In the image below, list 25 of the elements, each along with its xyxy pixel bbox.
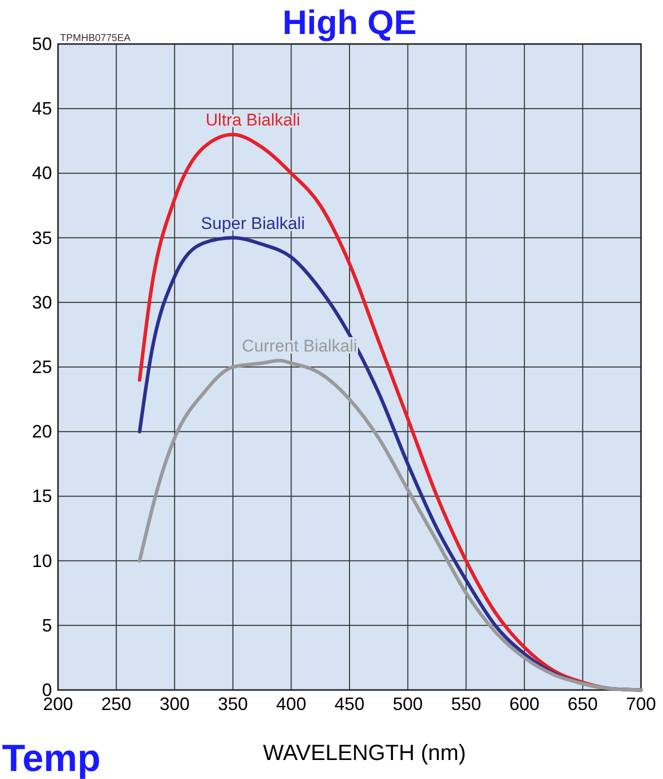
- x-tick-label: 350: [218, 694, 248, 714]
- y-tick-label: 45: [32, 98, 52, 119]
- annotation: TPMHB0775EA: [60, 33, 131, 44]
- y-tick-label: 10: [32, 550, 52, 571]
- text: Temp: [2, 738, 101, 779]
- y-tick-label: 25: [32, 357, 52, 377]
- y-tick-label: 5: [42, 615, 52, 636]
- x-tick-label: 500: [392, 694, 423, 714]
- x-tick-label: 650: [568, 694, 598, 714]
- x-tick-label: 400: [276, 694, 306, 714]
- x-axis-title: WAVELENGTH (nm): [263, 740, 466, 765]
- x-tick-label: 600: [509, 694, 540, 714]
- line-series: [138, 358, 643, 692]
- x-tick-label: 300: [160, 694, 190, 714]
- x-tick-label: 550: [451, 694, 482, 714]
- chart-title: High QE: [282, 4, 417, 42]
- y-tick-label: 15: [32, 486, 52, 506]
- y-tick-label: 50: [32, 34, 52, 54]
- y-tick-label: 40: [32, 163, 52, 184]
- y-tick-label: 20: [32, 422, 52, 442]
- y-tick-label: 30: [32, 292, 52, 312]
- x-tick-label: 700: [626, 694, 656, 714]
- x-tick-label: 250: [101, 694, 132, 714]
- x-tick-label: 450: [334, 694, 365, 714]
- y-tick-label: 35: [32, 228, 52, 248]
